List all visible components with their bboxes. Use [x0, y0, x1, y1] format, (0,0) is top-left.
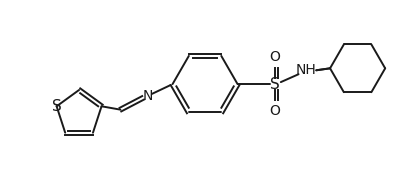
Text: S: S: [52, 99, 61, 114]
Text: O: O: [270, 51, 280, 64]
Text: S: S: [270, 77, 280, 92]
Text: O: O: [270, 104, 280, 118]
Text: NH: NH: [296, 63, 317, 77]
Text: N: N: [143, 89, 153, 103]
